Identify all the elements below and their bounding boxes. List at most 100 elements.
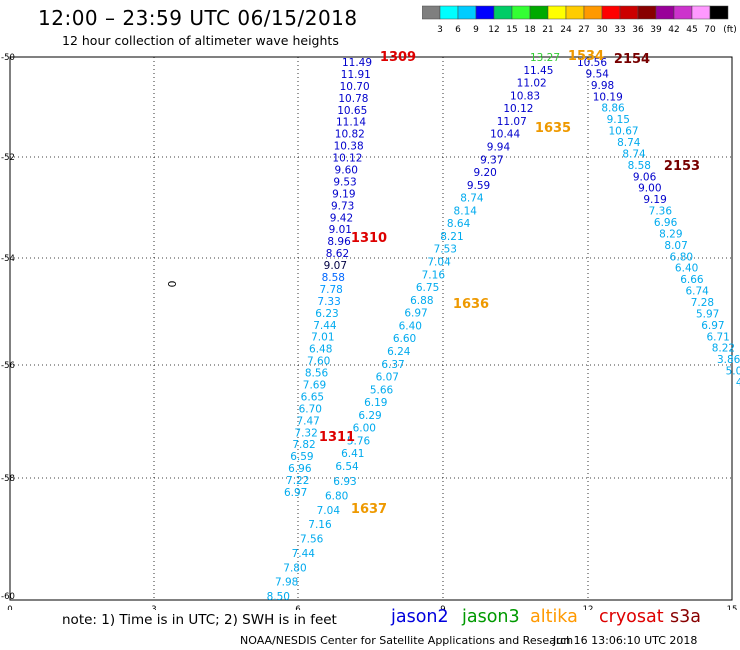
- swh-value-track-1309: 9.60: [335, 165, 358, 177]
- swh-value-track-1309: 6.48: [309, 344, 332, 356]
- swh-value-track-2154: 8.86: [601, 103, 625, 115]
- swh-value-track-2154: 7.36: [649, 206, 673, 218]
- altimeter-map: -50-52-54-56-58-600 3 6 9 12 15011.4911.9110.…: [1, 49, 740, 610]
- swh-value-track-1635: 6.54: [335, 461, 359, 473]
- lat-tick-label: -50: [1, 53, 15, 63]
- swh-value-track-2154: 8.58: [628, 160, 651, 172]
- pass-label-1311: 1311: [319, 430, 355, 445]
- swh-value-track-2154: 9.54: [586, 68, 610, 80]
- swh-value-track-1635: 8.21: [440, 231, 463, 243]
- swh-value-track-2154: 9.06: [633, 171, 657, 183]
- swh-value-track-1309: 9.53: [333, 176, 356, 188]
- scale-label: 15: [506, 25, 517, 35]
- swh-value-track-2154: 7.28: [691, 297, 714, 309]
- swh-value-track-1637: 7.04: [317, 505, 341, 517]
- swh-value-track-1635: 6.75: [416, 282, 439, 294]
- scale-label: 24: [560, 25, 572, 35]
- generation-timestamp: Jun 16 13:06:10 UTC 2018: [553, 634, 698, 647]
- pass-label-2154: 2154: [614, 52, 650, 67]
- scale-label: 39: [650, 25, 662, 35]
- legend-altika: altika: [530, 607, 578, 627]
- swh-value-track-1309: 10.12: [332, 153, 362, 165]
- swh-value-track-2154: 8.29: [659, 228, 682, 240]
- swh-value-track-2154: 9.98: [591, 80, 614, 92]
- swh-value-track-1309: 11.14: [336, 117, 366, 129]
- wave-height-color-scale: 3 6 9 12 15 18 21 24 27 30 33 36 39 42 45 70 (ft): [422, 5, 737, 35]
- swh-value-track-1635: 6.19: [364, 397, 387, 409]
- swh-value-track-1635: 8.14: [454, 205, 478, 217]
- lat-tick-label: -52: [1, 153, 15, 163]
- swh-value-track-1309: 10.82: [335, 129, 365, 141]
- swh-value-track-2154: 9.15: [607, 114, 630, 126]
- swh-value-track-2154: 5.0: [726, 366, 740, 378]
- scale-label: 30: [596, 25, 608, 35]
- swh-value-track-1309: 9.73: [331, 200, 354, 212]
- legend-s3a: s3a: [670, 607, 701, 627]
- scale-label: 45: [686, 25, 697, 35]
- swh-value-track-1635: 11.07: [497, 116, 527, 128]
- pass-label-1310: 1310: [351, 231, 387, 246]
- pass-label-1636: 1636: [453, 297, 489, 312]
- swh-value-track-1635: 6.37: [381, 359, 404, 371]
- swh-value-track-1309: 6.97: [284, 487, 307, 499]
- swh-value-track-2154: 8.22: [712, 343, 735, 355]
- swh-value-track-1309: 9.01: [329, 224, 352, 236]
- swh-value-track-1635: 11.45: [523, 65, 553, 77]
- swh-value-track-1309: 7.82: [292, 439, 315, 451]
- swh-value-track-1637: 7.98: [275, 577, 298, 589]
- swh-value-track-1635: 5.76: [347, 435, 371, 447]
- swh-value-track-1309: 6.65: [301, 391, 324, 403]
- swh-value-track-1635: 9.59: [467, 180, 490, 192]
- swh-value-track-1309: 6.96: [288, 463, 312, 475]
- pass-label-1309: 1309: [380, 50, 416, 65]
- swh-value-track-1309: 8.58: [322, 272, 345, 284]
- lon-tick-label: 3: [151, 605, 156, 610]
- swh-value-track-1309: 8.56: [305, 368, 329, 380]
- swh-value-track-1309: 7.22: [286, 475, 309, 487]
- swh-value-track-1635: 6.97: [404, 308, 427, 320]
- swh-value-track-1637: 6.93: [333, 476, 356, 488]
- swh-value-track-2154: 5.97: [696, 308, 719, 320]
- pass-label-1534: 1534: [568, 49, 604, 64]
- swh-value-track-1637: 7.80: [283, 562, 306, 574]
- lon-tick-label: 6: [295, 605, 300, 610]
- legend-cryosat: cryosat: [599, 607, 664, 627]
- scale-label: 21: [542, 25, 553, 35]
- swh-value-track-1635: 9.94: [487, 141, 511, 153]
- scale-label: 6: [455, 25, 461, 35]
- swh-value-track-1635: 11.02: [517, 78, 547, 90]
- swh-value-track-1635: 13.27: [530, 52, 560, 64]
- swh-value-track-1635: 6.41: [341, 448, 364, 460]
- island-marker: 0: [165, 281, 178, 288]
- swh-value-track-2154: 3.86: [717, 354, 740, 366]
- swh-value-track-1309: 10.78: [338, 93, 368, 105]
- swh-value-track-2154: 10.56: [577, 57, 607, 69]
- swh-value-track-2154: 10.19: [593, 91, 623, 103]
- swh-value-track-1309: 6.70: [299, 403, 322, 415]
- swh-value-track-2154: 6.74: [685, 286, 709, 298]
- swh-value-track-1635: 9.37: [480, 154, 503, 166]
- pass-label-1635: 1635: [535, 121, 571, 136]
- scale-label: (ft): [723, 25, 737, 35]
- swh-value-track-1309: 10.38: [334, 141, 364, 153]
- map-frame: [9, 56, 733, 601]
- swh-value-track-1635: 10.12: [503, 103, 533, 115]
- swh-value-track-1309: 6.59: [290, 451, 313, 463]
- scale-label: 9: [473, 25, 479, 35]
- swh-value-track-1635: 7.16: [422, 269, 446, 281]
- swh-value-track-1309: 7.01: [311, 332, 334, 344]
- swh-value-track-1635: 6.24: [387, 346, 411, 358]
- swh-value-track-1637: 7.44: [292, 548, 316, 560]
- pass-label-2153: 2153: [664, 159, 700, 174]
- swh-value-track-1635: 8.74: [460, 193, 484, 205]
- legend-jason2: jason2: [391, 607, 449, 627]
- swh-value-track-1635: 6.88: [410, 295, 433, 307]
- swh-value-track-2154: 6.71: [706, 331, 729, 343]
- scale-label: 70: [704, 25, 716, 35]
- swh-value-track-1635: 7.04: [427, 257, 451, 269]
- swh-value-track-1635: 7.53: [434, 244, 457, 256]
- swh-value-track-1635: 6.07: [376, 372, 399, 384]
- swh-value-track-2154: 4: [736, 377, 740, 389]
- credit-line: NOAA/NESDIS Center for Satellite Applica…: [240, 634, 574, 647]
- scale-label: 18: [524, 25, 536, 35]
